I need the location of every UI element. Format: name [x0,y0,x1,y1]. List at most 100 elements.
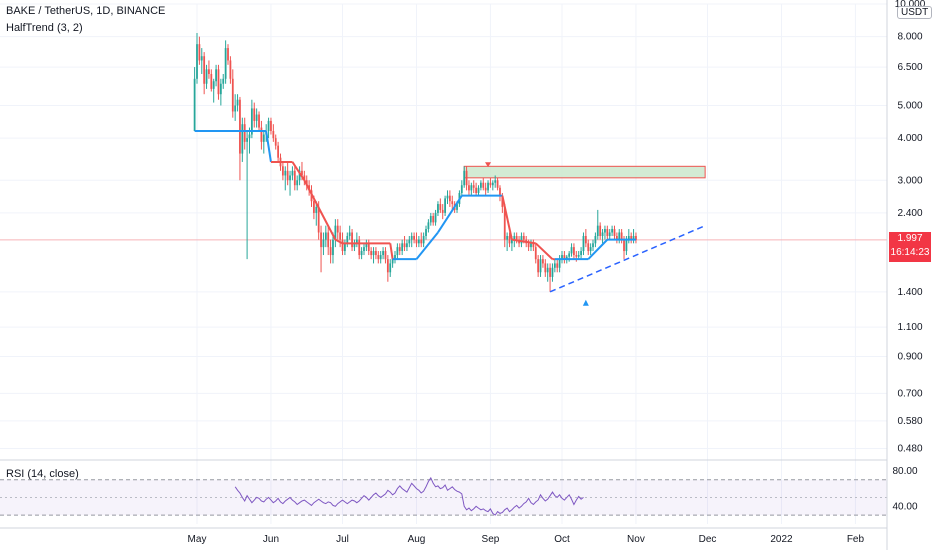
y-tick-label: 8.000 [897,32,922,43]
candle-body [312,201,315,213]
candle-body [456,204,458,210]
candle-body [224,48,227,79]
candle-body [584,236,587,244]
candle-body [379,255,382,260]
candle-body [635,236,637,240]
candle-body [427,222,430,230]
rsi-tick-label: 40.00 [892,501,917,512]
candle-body [375,251,377,256]
candle-body [429,216,432,223]
candle-body [303,175,306,181]
x-tick-label: Jun [263,534,279,545]
candle-body [274,138,277,146]
candle-body [527,243,530,248]
halftrend-segment [535,242,554,260]
candle-body [253,108,256,121]
indicator-label: HalfTrend (3, 2) [6,22,83,34]
candle-body [243,124,246,142]
candle-body [296,180,299,186]
candle-body [394,255,396,260]
x-tick-label: Nov [627,534,645,545]
candles [193,33,637,292]
candle-body [620,232,623,240]
candle-body [413,236,415,240]
candle-body [496,180,499,188]
candle-body [596,225,599,237]
candle-body [239,99,241,154]
candle-body [193,78,196,132]
candle-body [270,120,272,132]
rsi-line [234,476,584,516]
currency-tag[interactable]: USDT [897,6,932,19]
candle-body [615,236,618,240]
candle-body [408,239,411,244]
candle-body [246,138,248,142]
halftrend-segment [511,238,536,245]
candle-body [324,232,327,240]
candle-body [286,170,289,181]
candle-body [477,187,480,194]
signal-marker [485,162,492,168]
candle-body [370,251,373,256]
candle-body [422,236,425,244]
y-tick-label: 0.900 [897,352,922,363]
candle-body [363,247,365,252]
rsi-label: RSI (14, close) [6,468,79,480]
resistance-zone-box [463,165,706,179]
y-tick-label: 0.480 [897,444,922,455]
candle-body [513,236,516,240]
candle-body [327,232,330,248]
candle-body [530,243,532,248]
candle-body [334,225,337,240]
candle-body [460,185,463,194]
candle-body [260,127,263,142]
y-tick-label: 10.000 [895,0,926,10]
candle-body [434,212,437,223]
candle-body [623,239,625,252]
candle-body [575,255,578,257]
candle-body [613,229,616,237]
candle-body [448,195,451,202]
candle-body [582,236,585,252]
candle-body [618,232,621,240]
candle-body [484,187,487,191]
y-tick-label: 3.000 [897,175,922,186]
candle-body [339,232,342,240]
rsi-pane [0,476,887,516]
candle-body [632,236,635,240]
candle-body [382,251,384,256]
candle-body [479,182,482,188]
candle-body [281,166,284,176]
candle-body [451,201,454,205]
candle-body [315,206,318,213]
candle-body [386,259,389,273]
candle-body [470,185,473,191]
candle-body [556,263,559,268]
grid [0,3,887,524]
candle-body [415,239,418,244]
y-tick-label: 4.000 [897,133,922,144]
x-tick-label: Oct [554,534,570,545]
candle-body [389,263,392,273]
candle-body [212,81,215,89]
candle-body [539,259,542,273]
x-tick-label: Dec [699,534,717,545]
candle-body [420,239,423,244]
candle-body [250,108,253,135]
candle-body [599,225,602,237]
candle-body [272,131,275,139]
candle-body [520,236,523,244]
candle-body [329,247,332,256]
candle-body [482,182,485,188]
candle-body [208,69,210,74]
candle-body [425,229,427,237]
candle-body [398,247,401,252]
candle-body [589,247,592,252]
candle-body [499,187,501,196]
candle-body [515,236,518,240]
resistance-zone [463,165,706,179]
candle-body [203,56,206,84]
candle-body [463,170,466,186]
y-tick-label: 5.000 [897,100,922,111]
